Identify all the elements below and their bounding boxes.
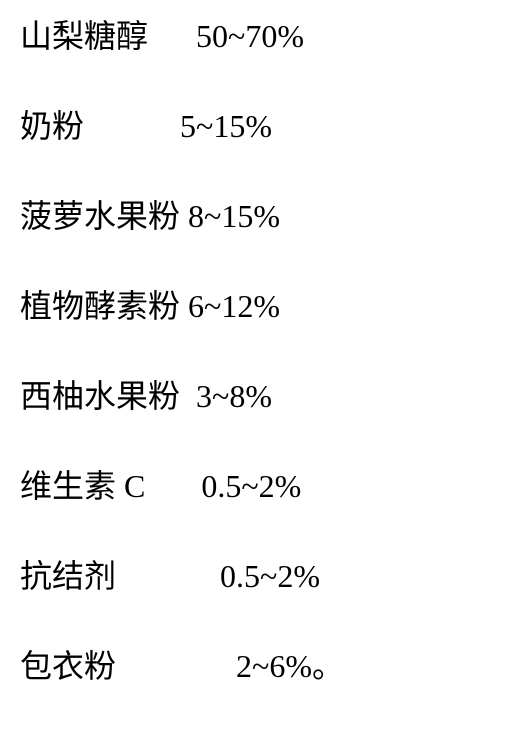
ingredient-amount: 6~12% xyxy=(188,290,280,322)
ingredient-row: 菠萝水果粉 8~15% xyxy=(20,200,487,232)
ingredient-row: 奶粉 5~15% xyxy=(20,110,487,142)
ingredient-amount: 50~70% xyxy=(196,20,304,52)
ingredient-row: 山梨糖醇 50~70% xyxy=(20,20,487,52)
ingredient-amount: 0.5~2% xyxy=(201,470,301,502)
gap xyxy=(148,20,196,52)
ingredient-name: 维生素 C xyxy=(20,470,145,502)
gap xyxy=(180,200,188,232)
gap xyxy=(180,380,196,412)
gap xyxy=(84,110,180,142)
ingredient-name: 奶粉 xyxy=(20,110,84,142)
ingredient-amount: 2~6%。 xyxy=(236,650,344,682)
ingredient-amount: 3~8% xyxy=(196,380,272,412)
ingredient-name: 包衣粉 xyxy=(20,650,116,682)
gap xyxy=(180,290,188,322)
ingredient-row: 植物酵素粉 6~12% xyxy=(20,290,487,322)
ingredient-row: 维生素 C 0.5~2% xyxy=(20,470,487,502)
ingredient-amount: 5~15% xyxy=(180,110,272,142)
ingredient-row: 西柚水果粉 3~8% xyxy=(20,380,487,412)
ingredient-name: 山梨糖醇 xyxy=(20,20,148,52)
ingredient-name: 菠萝水果粉 xyxy=(20,200,180,232)
ingredient-list: 山梨糖醇 50~70% 奶粉 5~15% 菠萝水果粉 8~15% 植物酵素粉 6… xyxy=(0,0,507,702)
ingredient-amount: 8~15% xyxy=(188,200,280,232)
gap xyxy=(116,650,236,682)
gap xyxy=(145,470,201,502)
ingredient-name: 西柚水果粉 xyxy=(20,380,180,412)
ingredient-name: 植物酵素粉 xyxy=(20,290,180,322)
ingredient-name: 抗结剂 xyxy=(20,560,116,592)
gap xyxy=(116,560,220,592)
ingredient-amount: 0.5~2% xyxy=(220,560,320,592)
ingredient-row: 抗结剂 0.5~2% xyxy=(20,560,487,592)
ingredient-row: 包衣粉 2~6%。 xyxy=(20,650,487,682)
